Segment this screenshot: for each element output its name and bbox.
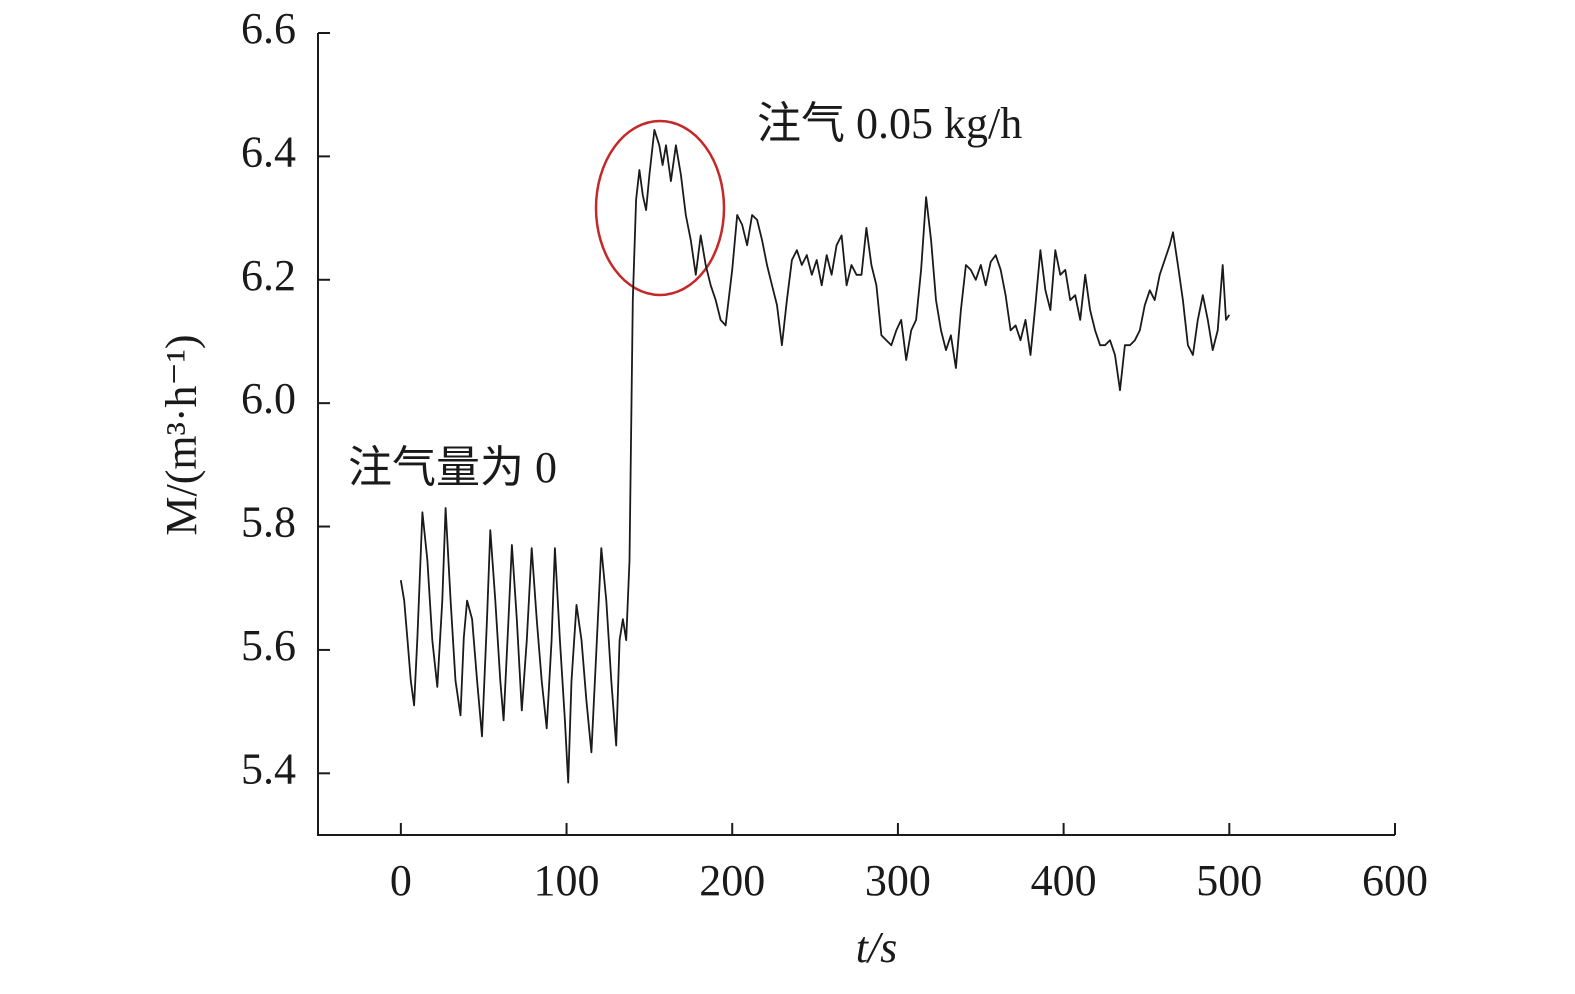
y-tick-label: 6.6 bbox=[241, 4, 296, 53]
x-tick-label: 200 bbox=[699, 856, 765, 905]
x-tick-label: 400 bbox=[1031, 856, 1097, 905]
x-axis-label: t/s bbox=[856, 923, 898, 972]
y-axis-label: M/(m³·h⁻¹) bbox=[157, 334, 206, 535]
x-tick-label: 100 bbox=[534, 856, 600, 905]
y-tick-label: 6.4 bbox=[241, 127, 296, 176]
data-line bbox=[399, 129, 1231, 784]
x-tick-label: 500 bbox=[1196, 856, 1262, 905]
axes bbox=[317, 33, 1395, 836]
y-tick-label: 5.8 bbox=[241, 498, 296, 547]
y-tick-label: 5.6 bbox=[241, 621, 296, 670]
y-tick-label: 6.2 bbox=[241, 251, 296, 300]
highlight-ellipse bbox=[594, 119, 726, 297]
annotation: 注气 0.05 kg/h bbox=[757, 99, 1022, 148]
x-tick-label: 0 bbox=[390, 856, 412, 905]
y-tick-label: 5.4 bbox=[241, 744, 296, 793]
x-tick-label: 600 bbox=[1362, 856, 1428, 905]
x-tick-label: 300 bbox=[865, 856, 931, 905]
y-tick-label: 6.0 bbox=[241, 374, 296, 423]
annotation: 注气量为 0 bbox=[348, 443, 557, 492]
